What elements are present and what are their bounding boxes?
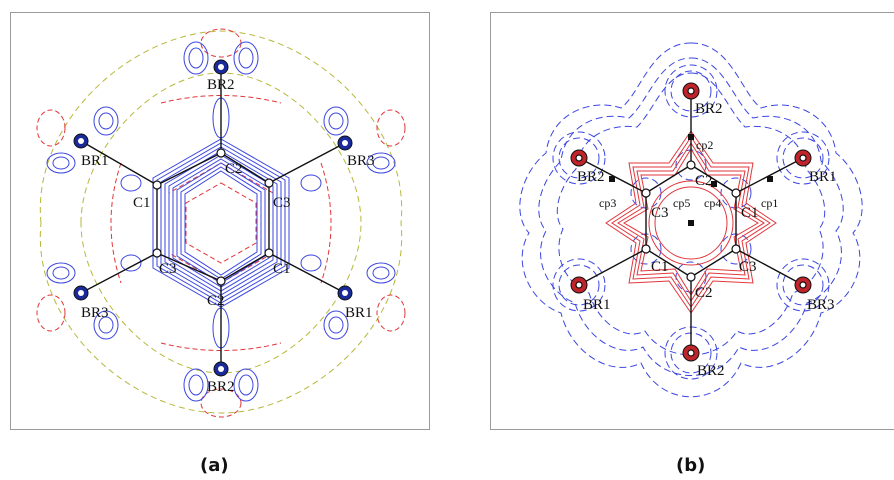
- b-atom-label-br3-right: BR3: [807, 297, 835, 313]
- zero-contours: [39, 30, 403, 414]
- critical-point-markers: [609, 134, 773, 226]
- cp-label-cp5: cp5: [673, 196, 690, 210]
- atom-label-c2-top: C2: [225, 161, 243, 177]
- b-atom-label-c2-top: C2: [695, 173, 713, 189]
- cp-label-cp2: cp2: [696, 138, 713, 152]
- atom-label-c1-bottom: C1: [273, 261, 291, 277]
- panel-a-plot: C2 C1 C3 C3 C1 C2 BR2 BR1 BR3 BR3 BR1 BR…: [36, 28, 406, 418]
- b-atom-label-c1-bottom: C1: [651, 259, 669, 275]
- atom-label-c3-top: C3: [273, 195, 291, 211]
- atom-label-c2-bottom: C2: [207, 293, 225, 309]
- bonds: [80, 67, 346, 369]
- b-atom-label-br1-right: BR1: [809, 169, 837, 185]
- caption-a: (a): [200, 455, 229, 476]
- atom-markers: [73, 59, 353, 377]
- cp-label-cp1: cp1: [761, 196, 778, 210]
- atom-label-br1-right: BR1: [345, 305, 373, 321]
- atom-label-br1-left: BR1: [81, 153, 109, 169]
- b-atom-label-br2-left: BR2: [577, 169, 605, 185]
- b-atom-label-br2-bottom: BR2: [697, 363, 725, 379]
- cp-label-cp3: cp3: [599, 196, 616, 210]
- bond-paths: [578, 91, 804, 353]
- atom-label-c3-bottom: C3: [159, 261, 177, 277]
- atom-label-c1-top: C1: [133, 195, 151, 211]
- atom-label-br2-top: BR2: [207, 77, 235, 93]
- b-atom-label-br2-top: BR2: [695, 101, 723, 117]
- panel-b-plot: BR2 BR2 BR1 BR1 BR3 BR2 C2 C3 C1 C1 C2 C…: [519, 42, 863, 398]
- panel-a-deformation-density-map: C2 C1 C3 C3 C1 C2 BR2 BR1 BR3 BR3 BR1 BR…: [10, 12, 430, 430]
- b-atom-label-c2-bottom: C2: [695, 285, 713, 301]
- b-atom-label-c1-top: C1: [741, 205, 759, 221]
- cp-label-cp4: cp4: [704, 196, 721, 210]
- b-atom-label-c3-top: C3: [651, 205, 669, 221]
- caption-b: (b): [676, 455, 706, 476]
- bromine-lobe-contours: [46, 41, 396, 402]
- b-atom-label-c3-bottom: C3: [739, 259, 757, 275]
- panel-b-laplacian-density-map: BR2 BR2 BR1 BR1 BR3 BR2 C2 C3 C1 C1 C2 C…: [490, 12, 894, 430]
- atom-markers-b: [570, 82, 812, 362]
- atom-label-br3-left: BR3: [81, 305, 109, 321]
- b-atom-label-br1-left: BR1: [583, 297, 611, 313]
- atom-label-br2-bottom: BR2: [207, 379, 235, 395]
- atom-label-br3-right: BR3: [347, 153, 375, 169]
